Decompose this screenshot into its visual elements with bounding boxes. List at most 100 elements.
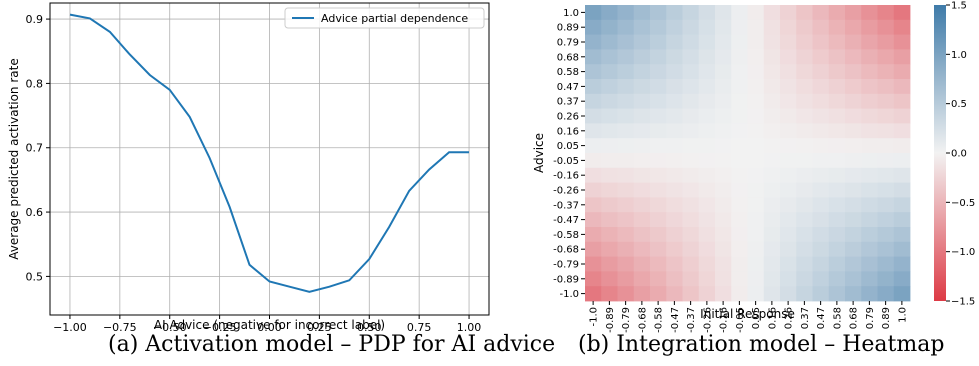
heatmap-cell xyxy=(731,93,748,109)
heatmap-cell xyxy=(780,197,797,213)
heatmap-cell xyxy=(715,256,732,272)
heatmap-cell xyxy=(617,64,635,80)
x-tick-label: 0.68 xyxy=(849,307,860,329)
heatmap-cell xyxy=(845,167,862,183)
heatmap-cell xyxy=(828,167,846,183)
heatmap-cell xyxy=(877,182,895,198)
heatmap-cell xyxy=(715,49,732,65)
heatmap-cell xyxy=(893,34,911,50)
heatmap-cell xyxy=(812,241,830,257)
heatmap-cell xyxy=(682,34,700,50)
heatmap-cell xyxy=(796,167,813,183)
heatmap-cell xyxy=(731,271,748,287)
x-tick-label: 0.75 xyxy=(407,321,432,334)
heatmap-cell xyxy=(796,138,813,154)
heatmap-cell xyxy=(877,19,895,35)
heatmap-cell xyxy=(731,108,748,124)
heatmap-cell xyxy=(763,212,781,228)
heatmap-cell xyxy=(731,182,748,198)
heatmap-cell xyxy=(650,93,667,109)
y-tick-label: 1.0 xyxy=(563,8,579,19)
heatmap-cell xyxy=(715,167,732,183)
heatmap-cell xyxy=(617,241,635,257)
heatmap-cell xyxy=(698,49,716,65)
heatmap-cell xyxy=(845,34,862,50)
heatmap-cell xyxy=(893,64,911,80)
heatmap-cell xyxy=(650,241,667,257)
heatmap-cell xyxy=(682,123,700,139)
heatmap-cell xyxy=(698,34,716,50)
heatmap-cell xyxy=(845,49,862,65)
heatmap-cell xyxy=(893,197,911,213)
x-tick-label: 0.37 xyxy=(800,307,811,329)
heatmap-cell xyxy=(828,212,846,228)
heatmap-cell xyxy=(601,79,618,95)
y-tick-label: -0.16 xyxy=(553,171,579,182)
heatmap-cell xyxy=(763,108,781,124)
heatmap-cell xyxy=(585,212,602,228)
x-tick-label: 1.0 xyxy=(897,307,908,323)
heatmap-cell xyxy=(715,241,732,257)
heatmap-cell xyxy=(650,197,667,213)
heatmap-cell xyxy=(763,49,781,65)
x-axis-label: Initial Response xyxy=(700,307,795,321)
heatmap-cell xyxy=(796,212,813,228)
heatmap-cell xyxy=(715,64,732,80)
heatmap-cell xyxy=(633,138,651,154)
heatmap-cell xyxy=(601,182,618,198)
heatmap-cell xyxy=(877,49,895,65)
heatmap-cell xyxy=(633,64,651,80)
heatmap-cell xyxy=(861,271,878,287)
x-tick-label: 0.05 xyxy=(751,307,762,329)
heatmap-cell xyxy=(666,212,683,228)
heatmap-cell xyxy=(650,182,667,198)
heatmap-cell xyxy=(715,286,732,302)
heatmap-cell xyxy=(780,286,797,302)
x-tick-label: 0.58 xyxy=(832,307,843,329)
heatmap-cell xyxy=(682,64,700,80)
heatmap-cell xyxy=(585,227,602,243)
y-tick-label: 0.79 xyxy=(557,38,579,49)
heatmap-cell xyxy=(828,138,846,154)
heatmap-cell xyxy=(861,108,878,124)
heatmap-cell xyxy=(747,138,765,154)
heatmap-cell xyxy=(747,227,765,243)
heatmap-cell xyxy=(731,64,748,80)
heatmap-cell xyxy=(845,182,862,198)
heatmap-cell xyxy=(585,49,602,65)
heatmap-cell xyxy=(877,212,895,228)
heatmap-cell xyxy=(650,49,667,65)
heatmap-cell xyxy=(617,123,635,139)
heatmap-cell xyxy=(715,153,732,169)
y-tick-label: -0.89 xyxy=(553,274,579,285)
y-tick-label: -0.26 xyxy=(553,186,579,197)
heatmap-cell xyxy=(601,138,618,154)
heatmap-cell xyxy=(601,227,618,243)
heatmap-cell xyxy=(877,93,895,109)
heatmap-cell xyxy=(747,64,765,80)
y-tick-label: 0.6 xyxy=(26,206,44,219)
heatmap-cell xyxy=(861,138,878,154)
heatmap-cell xyxy=(715,5,732,21)
x-tick-label: −0.75 xyxy=(103,321,137,334)
heatmap-cell xyxy=(796,5,813,21)
heatmap-cell xyxy=(780,19,797,35)
y-tick-label: 0.9 xyxy=(26,13,44,26)
heatmap-cell xyxy=(633,212,651,228)
legend-label: Advice partial dependence xyxy=(321,12,468,25)
heatmap-cell xyxy=(698,241,716,257)
heatmap-cell xyxy=(780,138,797,154)
x-tick-label: -0.26 xyxy=(702,307,713,333)
heatmap-cell xyxy=(780,49,797,65)
heatmap-cell xyxy=(698,197,716,213)
heatmap-cell xyxy=(633,227,651,243)
heatmap-cell xyxy=(731,256,748,272)
heatmap-cell xyxy=(828,93,846,109)
heatmap-cell xyxy=(633,19,651,35)
heatmap-cell xyxy=(650,271,667,287)
heatmap-cell xyxy=(666,19,683,35)
heatmap-cell xyxy=(698,182,716,198)
heatmap-cell xyxy=(861,256,878,272)
heatmap-cell xyxy=(601,64,618,80)
heatmap-cell xyxy=(617,167,635,183)
